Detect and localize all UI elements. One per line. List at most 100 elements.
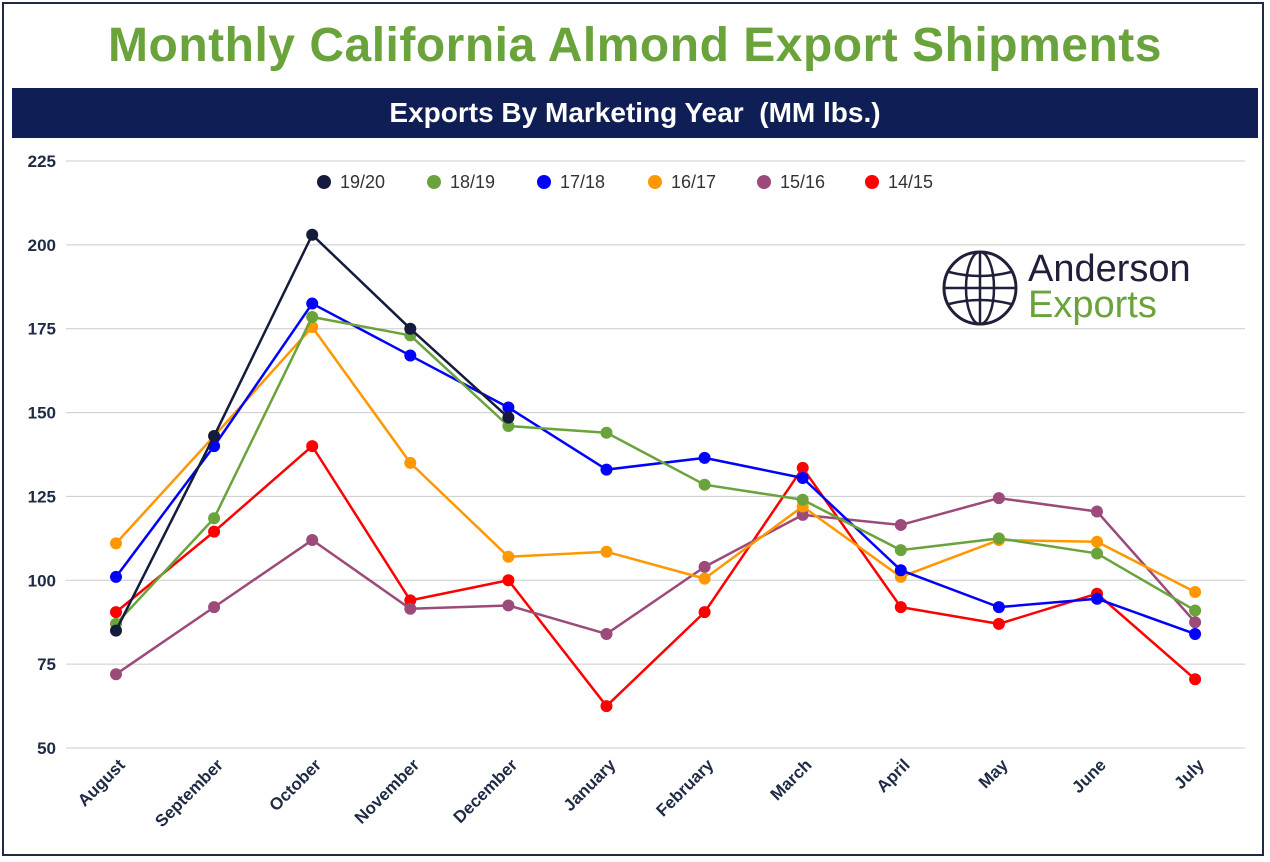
legend-label: 17/18 [560,172,605,192]
data-point [1189,586,1202,599]
y-tick-label: 100 [28,571,56,590]
data-point [1091,505,1103,518]
legend-label: 19/20 [340,172,385,192]
x-tick-label: September [151,755,227,831]
data-point [600,545,613,558]
y-tick-label: 125 [28,487,56,506]
data-point [796,508,809,521]
x-tick-label: November [351,755,423,827]
data-point [502,419,515,432]
legend-label: 15/16 [780,172,825,192]
logo-text-anderson: Anderson [1028,248,1191,290]
data-point [404,594,417,607]
data-point [1189,673,1202,686]
data-point [306,440,319,453]
data-point [894,518,907,531]
y-tick-label: 175 [28,320,56,339]
data-point [1189,627,1202,640]
data-point [796,461,809,474]
x-tick-label: March [767,755,816,804]
legend-marker [537,175,551,189]
data-point [600,426,613,439]
data-point [894,544,907,557]
data-point [992,532,1005,545]
data-point [600,700,613,713]
data-point [698,451,711,464]
data-point [110,668,122,681]
globe-icon [942,250,1018,326]
x-tick-label: April [873,755,914,796]
series-line-14-15 [115,444,1196,708]
series-line-17-18 [114,302,1196,636]
data-point [208,430,221,443]
data-point [306,310,319,323]
legend-marker [317,175,331,189]
series-line-15-16 [115,496,1197,676]
legend-label: 16/17 [671,172,716,192]
data-point [306,534,319,547]
data-point [502,550,515,563]
legend-marker [865,175,879,189]
data-point [404,322,417,335]
data-point [894,601,907,614]
x-tick-label: August [74,755,129,810]
data-point [110,570,122,583]
legend-marker [648,175,662,189]
data-point [208,525,221,538]
legend-marker [757,175,771,189]
logo-text-exports: Exports [1028,284,1157,326]
y-tick-label: 150 [28,404,56,423]
x-tick-label: October [265,755,325,815]
x-tick-label: February [653,755,718,820]
data-point [404,456,417,469]
x-tick-label: June [1068,755,1109,796]
data-point [992,601,1005,614]
y-tick-label: 50 [37,739,56,758]
chart-subtitle-banner: Exports By Marketing Year (MM lbs.) [12,88,1258,138]
legend-label: 18/19 [450,172,495,192]
x-tick-label: May [975,755,1012,792]
data-point [698,572,711,585]
data-point [502,411,515,424]
data-point [1091,535,1103,548]
data-point [502,599,515,612]
legend-label: 14/15 [888,172,933,192]
data-point [698,478,711,491]
data-point [992,617,1005,630]
data-point [404,349,417,362]
x-tick-label: July [1170,755,1208,793]
data-point [208,512,221,525]
y-tick-label: 225 [28,152,56,171]
data-point [502,401,515,414]
data-point [306,297,319,310]
series-line-19-20 [114,233,510,632]
y-tick-label: 75 [37,655,56,674]
data-point [1091,547,1103,560]
data-point [1091,592,1103,605]
legend-marker [427,175,441,189]
data-point [208,601,221,614]
brand-logo: Anderson Exports [940,248,1220,328]
data-point [1189,616,1202,629]
data-point [110,537,122,550]
data-point [404,602,417,615]
x-tick-label: December [450,755,522,827]
data-point [796,493,809,506]
series-line-18-19 [115,315,1196,625]
data-point [110,624,122,637]
data-point [306,228,319,241]
data-point [502,574,515,587]
data-point [698,606,711,619]
data-point [110,606,122,619]
data-point [796,471,809,484]
x-tick-label: January [560,755,620,815]
data-point [600,627,613,640]
data-point [1189,604,1202,617]
data-point [894,564,907,577]
data-point [992,492,1005,505]
page-title: Monthly California Almond Export Shipmen… [108,19,1162,72]
data-point [600,463,613,476]
y-tick-label: 200 [28,236,56,255]
